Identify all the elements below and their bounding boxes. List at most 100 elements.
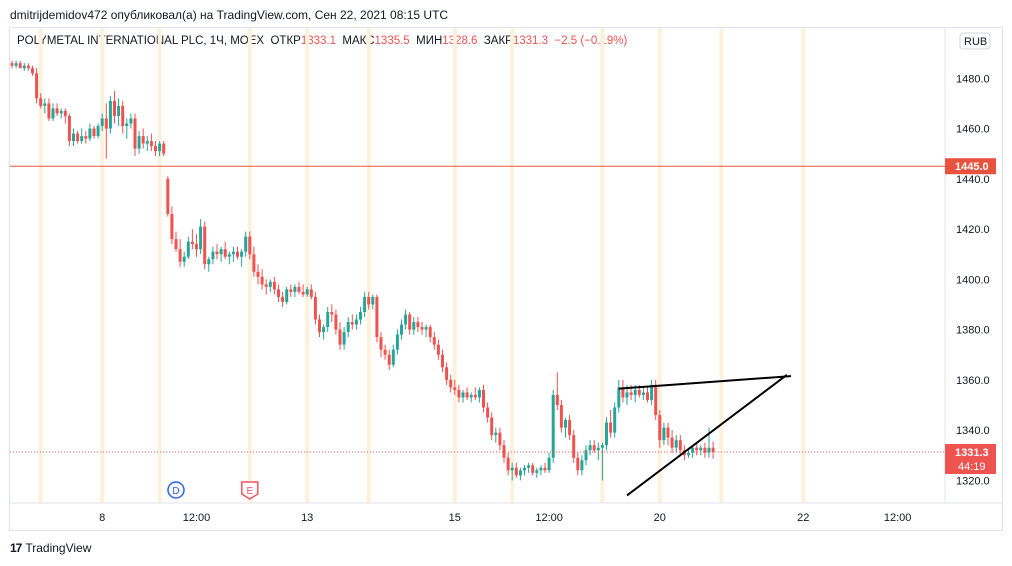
candle xyxy=(199,219,203,255)
candle xyxy=(555,372,559,411)
candle xyxy=(441,349,444,373)
candle xyxy=(207,256,211,272)
candle xyxy=(178,239,182,267)
candle xyxy=(580,455,584,476)
session-highlight-11 xyxy=(801,28,806,503)
session-highlight-3 xyxy=(247,28,252,503)
candle xyxy=(576,452,580,476)
candle xyxy=(76,131,80,144)
candle xyxy=(395,329,399,355)
candle xyxy=(293,284,297,297)
session-highlight-8 xyxy=(600,28,605,503)
candle xyxy=(322,324,326,340)
candle xyxy=(609,410,613,438)
candle xyxy=(678,435,682,456)
candle xyxy=(527,462,531,473)
candle xyxy=(223,241,227,260)
symbol-legend: POLYMETAL INTERNATIONAL PLC, 1Ч, MOEX ОТ… xyxy=(17,35,627,47)
candle xyxy=(47,98,51,121)
candle xyxy=(154,141,157,157)
candle xyxy=(240,249,244,267)
candle xyxy=(691,445,695,458)
candle xyxy=(244,231,248,257)
candle xyxy=(494,427,498,443)
candle xyxy=(674,435,678,453)
candle xyxy=(252,246,256,277)
candle xyxy=(145,136,149,152)
candle xyxy=(551,389,555,463)
x-tick-label: 12:00 xyxy=(884,512,912,524)
candle xyxy=(572,430,576,463)
candle xyxy=(236,246,239,260)
session-highlight-5 xyxy=(366,28,371,503)
candle xyxy=(338,322,342,350)
candle xyxy=(416,317,420,333)
candle xyxy=(666,422,670,446)
candle xyxy=(39,93,43,109)
candle xyxy=(547,452,551,473)
candle xyxy=(588,440,592,456)
close-label: ЗАКР xyxy=(483,35,513,47)
y-tick-label: 1340.0 xyxy=(956,425,990,437)
low-label: МИН xyxy=(416,35,443,47)
candle xyxy=(641,387,645,400)
candle xyxy=(313,291,317,325)
change-value: −2.5 (−0.19%) xyxy=(554,35,628,47)
candle xyxy=(596,442,600,461)
candle xyxy=(346,317,350,338)
candle xyxy=(342,327,346,350)
y-tick-label: 1440.0 xyxy=(956,174,990,186)
candle xyxy=(22,63,26,71)
candle xyxy=(703,442,707,458)
candle xyxy=(621,379,625,403)
dividend-event-icon[interactable]: D xyxy=(167,481,185,499)
earnings-event-icon[interactable]: E xyxy=(241,481,259,500)
candle xyxy=(523,465,526,476)
candle xyxy=(277,284,280,302)
x-tick-label: 20 xyxy=(654,512,666,524)
candle xyxy=(104,103,108,159)
candle xyxy=(363,291,367,318)
candle xyxy=(461,389,465,403)
chart-frame xyxy=(9,27,1003,531)
candle xyxy=(408,311,412,335)
close-value: 1331.3 xyxy=(512,35,549,47)
candle xyxy=(592,440,596,453)
candle xyxy=(166,176,170,217)
candle xyxy=(424,324,428,338)
trend-line-1[interactable] xyxy=(626,374,788,497)
x-tick-label: 22 xyxy=(797,512,809,524)
candle xyxy=(498,427,502,451)
candle xyxy=(506,452,510,476)
symbol-name[interactable]: POLYMETAL INTERNATIONAL PLC, 1Ч, MOEX xyxy=(17,35,265,47)
svg-text:1331.3: 1331.3 xyxy=(955,447,989,459)
candle xyxy=(88,123,92,142)
candle xyxy=(330,304,334,323)
footer-brand[interactable]: TradingView xyxy=(25,541,92,555)
y-tick-label: 1320.0 xyxy=(956,475,990,487)
candle xyxy=(482,384,485,413)
candle xyxy=(428,324,432,343)
candle xyxy=(248,231,252,260)
candle xyxy=(301,284,305,297)
candle xyxy=(195,234,198,257)
candle xyxy=(84,131,88,144)
candle xyxy=(391,344,395,368)
candle xyxy=(564,417,567,438)
candle xyxy=(326,306,330,333)
candle xyxy=(51,103,55,121)
trend-line-0[interactable] xyxy=(618,375,792,390)
candle xyxy=(10,60,14,69)
candle xyxy=(170,206,174,245)
candle xyxy=(264,279,268,295)
tradingview-logo-icon[interactable]: 17 xyxy=(10,541,22,555)
candle xyxy=(92,126,96,139)
footer: 17 TradingView xyxy=(10,541,91,555)
candle xyxy=(305,286,309,297)
candle xyxy=(43,98,47,114)
candle xyxy=(367,291,371,310)
candle xyxy=(465,387,469,400)
candle xyxy=(203,221,207,270)
currency-badge[interactable]: RUB xyxy=(959,32,991,50)
